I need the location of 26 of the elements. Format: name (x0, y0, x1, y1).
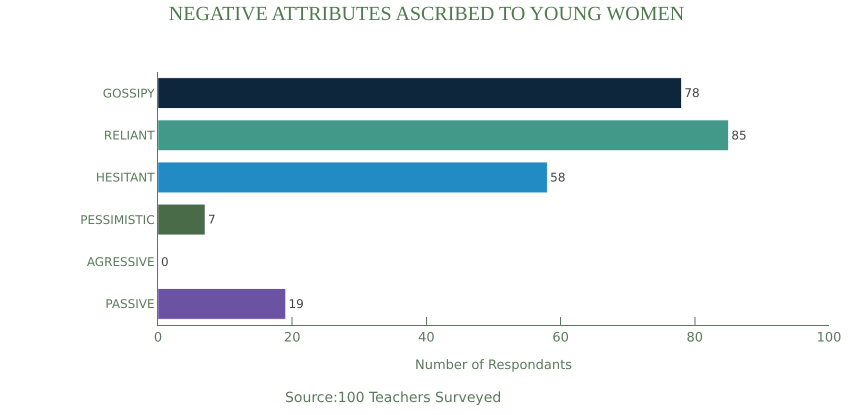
bar (158, 288, 286, 320)
x-axis-title: Number of Respondants (414, 358, 572, 374)
x-tick-label: 100 (816, 330, 842, 346)
bar (158, 78, 682, 109)
x-tick-label: 40 (418, 330, 435, 346)
data-label: 78 (684, 86, 700, 100)
data-label: 0 (161, 254, 169, 269)
y-tick-label: PASSIVE (105, 297, 155, 312)
bar (158, 162, 548, 193)
y-tick-label: HESITANT (96, 170, 156, 185)
data-label: 85 (731, 128, 747, 142)
y-tick-label: RELIANT (104, 128, 156, 142)
chart-title: NEGATIVE ATTRIBUTES ASCRIBED TO YOUNG WOMEN (168, 3, 684, 26)
x-tick-label: 20 (284, 330, 300, 346)
data-label: 7 (208, 212, 216, 227)
data-label: 58 (550, 170, 566, 184)
x-tick-label: 60 (552, 330, 569, 346)
y-tick-label: GOSSIPY (102, 86, 156, 100)
y-tick-label: PESSIMISTIC (80, 212, 155, 227)
x-tick-label: 80 (686, 330, 704, 346)
y-tick-label: AGRESSIVE (86, 254, 155, 269)
bar (158, 204, 206, 236)
source-note: Source:100 Teachers Surveyed (285, 390, 502, 406)
data-label: 19 (288, 296, 304, 311)
bar (158, 120, 729, 151)
x-tick-label: 0 (154, 330, 162, 346)
